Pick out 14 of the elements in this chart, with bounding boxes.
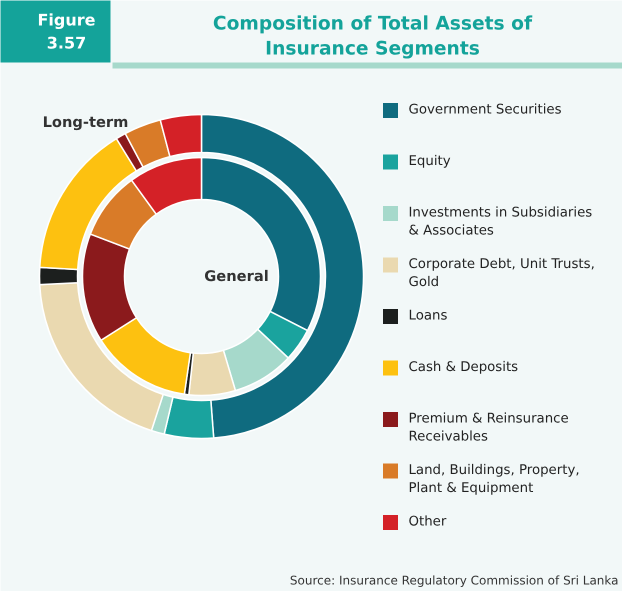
legend-label: Investments in Subsidiaries & Associates [408, 206, 592, 238]
legend-label: Cash & Deposits [408, 360, 518, 375]
slice-label: General [204, 268, 269, 285]
legend-label: Premium & Reinsurance Receivables [408, 412, 569, 444]
text: Composition of Total Assets of Insurance Segments [212, 13, 533, 60]
legend-label: Equity [408, 154, 451, 169]
legend-label: Corporate Debt, Unit Trusts, Gold [408, 257, 595, 290]
slice-label: Long-term [42, 114, 128, 131]
caption: Figure 3.57 [38, 10, 96, 52]
legend-label: Government Securities [408, 102, 562, 118]
legend-label: Loans [408, 308, 448, 324]
legend-label: Other [408, 514, 447, 530]
source-note: Source: Insurance Regulatory Commission of Sri Lanka [290, 574, 619, 588]
legend-label: Land, Buildings, Property, Plant & Equipment [408, 463, 580, 496]
